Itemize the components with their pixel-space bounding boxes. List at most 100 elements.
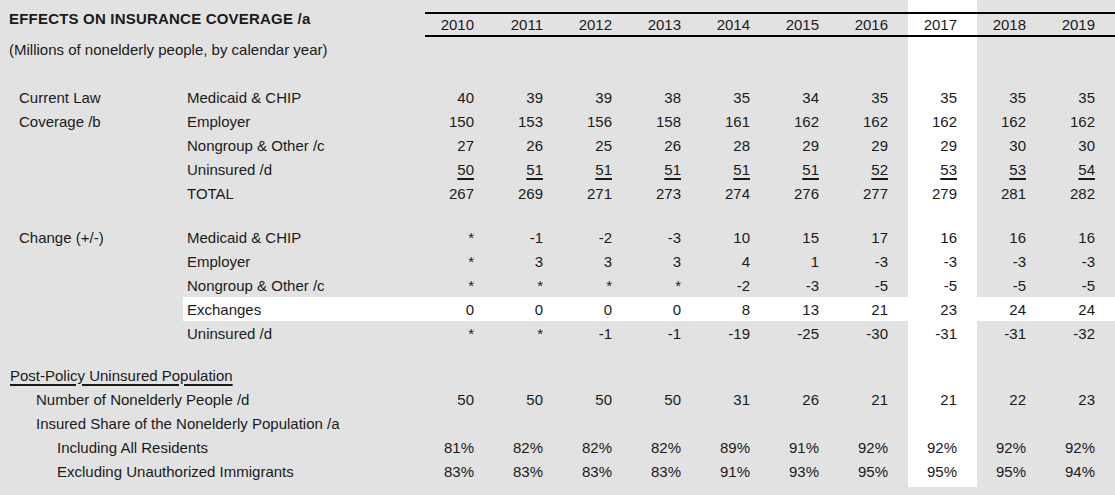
value-cell: 281 bbox=[977, 181, 1046, 205]
footer-row-label: Number of Nonelderly People /d bbox=[0, 387, 425, 411]
value-cell: 51 bbox=[701, 157, 770, 181]
group-label: Change (+/-) bbox=[0, 225, 185, 249]
row-label: Nongroup & Other /c bbox=[185, 273, 425, 297]
value-cell: 3 bbox=[563, 249, 632, 273]
value-cell: 269 bbox=[494, 181, 563, 205]
value-cell: 26 bbox=[632, 133, 701, 157]
row-label: TOTAL bbox=[185, 181, 425, 205]
value-cell: 30 bbox=[1046, 133, 1115, 157]
value-cell: -5 bbox=[1046, 273, 1115, 297]
value-cell: 162 bbox=[770, 109, 839, 133]
footer-row-label: Including All Residents bbox=[0, 435, 425, 459]
value-cell: 0 bbox=[425, 297, 494, 321]
value-cell: 51 bbox=[770, 157, 839, 181]
value-cell: 3 bbox=[632, 249, 701, 273]
value-cell: 0 bbox=[563, 297, 632, 321]
value-cell: 162 bbox=[839, 109, 908, 133]
value-cell: 16 bbox=[1046, 225, 1115, 249]
value-cell: 23 bbox=[1046, 387, 1115, 411]
value-cell: 16 bbox=[977, 225, 1046, 249]
value-cell: 3 bbox=[494, 249, 563, 273]
value-cell: 267 bbox=[425, 181, 494, 205]
row-label: Employer bbox=[185, 249, 425, 273]
value-cell: -1 bbox=[563, 321, 632, 345]
value-cell: 0 bbox=[494, 297, 563, 321]
value-cell: 23 bbox=[908, 297, 977, 321]
value-cell: 51 bbox=[494, 157, 563, 181]
row-label: Nongroup & Other /c bbox=[185, 133, 425, 157]
value-cell: 35 bbox=[908, 85, 977, 109]
value-cell: -25 bbox=[770, 321, 839, 345]
value-cell: 10 bbox=[701, 225, 770, 249]
value-cell: -3 bbox=[1046, 249, 1115, 273]
value-cell: 22 bbox=[977, 387, 1046, 411]
value-cell: 92% bbox=[977, 435, 1046, 459]
year-header: 2010 bbox=[425, 12, 494, 37]
value-cell: -3 bbox=[908, 249, 977, 273]
value-cell: 39 bbox=[563, 85, 632, 109]
value-cell: 273 bbox=[632, 181, 701, 205]
value-cell: 24 bbox=[1046, 297, 1115, 321]
value-cell: 21 bbox=[839, 387, 908, 411]
value-cell: 82% bbox=[563, 435, 632, 459]
value-cell: -1 bbox=[494, 225, 563, 249]
value-cell: 156 bbox=[563, 109, 632, 133]
value-cell: 35 bbox=[839, 85, 908, 109]
value-cell: -3 bbox=[632, 225, 701, 249]
value-cell: 92% bbox=[1046, 435, 1115, 459]
value-cell: 91% bbox=[770, 435, 839, 459]
value-cell: 92% bbox=[839, 435, 908, 459]
value-cell: * bbox=[494, 273, 563, 297]
value-cell: -31 bbox=[908, 321, 977, 345]
value-cell: 95% bbox=[839, 459, 908, 483]
value-cell: 150 bbox=[425, 109, 494, 133]
value-cell: 91% bbox=[701, 459, 770, 483]
group-label: Coverage /b bbox=[0, 109, 185, 133]
value-cell: -32 bbox=[1046, 321, 1115, 345]
value-cell: 282 bbox=[1046, 181, 1115, 205]
value-cell: * bbox=[425, 321, 494, 345]
value-cell: 40 bbox=[425, 85, 494, 109]
value-cell: 153 bbox=[494, 109, 563, 133]
value-cell: 52 bbox=[839, 157, 908, 181]
value-cell: 8 bbox=[701, 297, 770, 321]
value-cell: 50 bbox=[425, 157, 494, 181]
value-cell: 25 bbox=[563, 133, 632, 157]
value-cell: 274 bbox=[701, 181, 770, 205]
value-cell: 29 bbox=[770, 133, 839, 157]
insurance-coverage-table: EFFECTS ON INSURANCE COVERAGE /a (Millio… bbox=[0, 0, 1115, 495]
value-cell: 276 bbox=[770, 181, 839, 205]
value-cell: 53 bbox=[908, 157, 977, 181]
value-cell: -5 bbox=[977, 273, 1046, 297]
value-cell: 13 bbox=[770, 297, 839, 321]
value-cell: 15 bbox=[770, 225, 839, 249]
value-cell: 162 bbox=[977, 109, 1046, 133]
value-cell: -2 bbox=[701, 273, 770, 297]
value-cell: -31 bbox=[977, 321, 1046, 345]
value-cell: 24 bbox=[977, 297, 1046, 321]
value-cell: 50 bbox=[425, 387, 494, 411]
value-cell: 38 bbox=[632, 85, 701, 109]
year-header: 2011 bbox=[494, 12, 563, 37]
value-cell: -5 bbox=[908, 273, 977, 297]
value-cell: * bbox=[563, 273, 632, 297]
table-title: EFFECTS ON INSURANCE COVERAGE /a bbox=[0, 0, 425, 37]
value-cell: 50 bbox=[494, 387, 563, 411]
value-cell: 28 bbox=[701, 133, 770, 157]
value-cell: 89% bbox=[701, 435, 770, 459]
value-cell: 30 bbox=[977, 133, 1046, 157]
value-cell: 50 bbox=[563, 387, 632, 411]
value-cell: 162 bbox=[908, 109, 977, 133]
value-cell: 16 bbox=[908, 225, 977, 249]
value-cell: 34 bbox=[770, 85, 839, 109]
value-cell: 83% bbox=[425, 459, 494, 483]
value-cell: 271 bbox=[563, 181, 632, 205]
value-cell: 26 bbox=[494, 133, 563, 157]
year-header: 2019 bbox=[1046, 12, 1115, 37]
value-cell: 51 bbox=[632, 157, 701, 181]
value-cell: 92% bbox=[908, 435, 977, 459]
group-label: Current Law bbox=[0, 85, 185, 109]
year-header: 2012 bbox=[563, 12, 632, 37]
row-label: Uninsured /d bbox=[185, 321, 425, 345]
value-cell: 95% bbox=[908, 459, 977, 483]
